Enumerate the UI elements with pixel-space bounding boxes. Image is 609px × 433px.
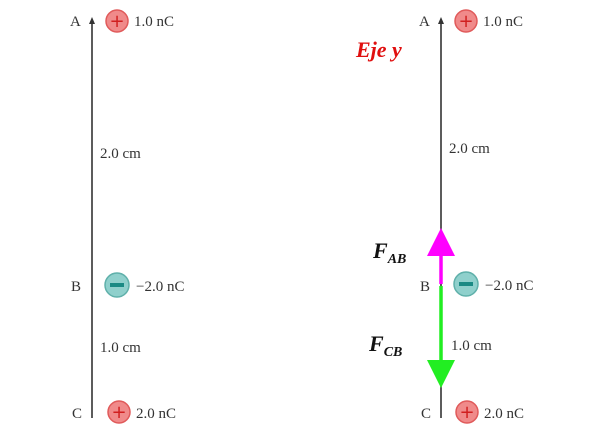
- charge-sign: +: [109, 11, 124, 32]
- arrow-up-icon: [89, 17, 95, 24]
- positive-charge-icon: [105, 9, 129, 33]
- positive-charge-icon: [454, 9, 478, 33]
- charge-sign: +: [459, 402, 474, 423]
- charge-value: 1.0 nC: [134, 14, 174, 30]
- positive-charge-icon: [107, 400, 131, 424]
- positive-charge-icon: [455, 400, 479, 424]
- point-label: B: [420, 279, 430, 295]
- point-label: C: [72, 406, 82, 422]
- charge-a: A + 1.0 nC: [419, 9, 523, 33]
- charge-value: 2.0 nC: [484, 406, 524, 422]
- charge-value: −2.0 nC: [485, 278, 533, 294]
- charge-value: −2.0 nC: [136, 279, 184, 295]
- point-label: B: [71, 279, 81, 295]
- charge-sign: +: [111, 402, 126, 423]
- y-axis-label: Eje y: [355, 37, 402, 62]
- minus-sign: [459, 282, 473, 286]
- distance-ab: 2.0 cm: [100, 146, 141, 162]
- distance-bc: 1.0 cm: [100, 340, 141, 356]
- charge-b: B −2.0 nC: [71, 272, 184, 298]
- charge-a: A + 1.0 nC: [70, 9, 174, 33]
- charge-c: C + 2.0 nC: [72, 400, 176, 424]
- distance-bc: 1.0 cm: [451, 338, 492, 354]
- arrow-up-icon: [438, 17, 444, 24]
- point-label: A: [419, 14, 430, 30]
- right-diagram: Eje y A + 1.0 nC 2.0 cm FAB FCB B −2.0 n…: [355, 9, 533, 424]
- point-label: C: [421, 406, 431, 422]
- force-cb-label: FCB: [368, 331, 402, 360]
- charge-value: 2.0 nC: [136, 406, 176, 422]
- charge-b: B −2.0 nC: [420, 271, 533, 297]
- point-label: A: [70, 14, 81, 30]
- charge-c: C + 2.0 nC: [421, 400, 524, 424]
- distance-ab: 2.0 cm: [449, 141, 490, 157]
- charge-sign: +: [458, 11, 473, 32]
- minus-sign: [110, 283, 124, 287]
- left-diagram: A + 1.0 nC 2.0 cm B −2.0 nC 1.0 cm C + 2…: [70, 9, 184, 424]
- charge-value: 1.0 nC: [483, 14, 523, 30]
- force-ab-label: FAB: [372, 238, 406, 267]
